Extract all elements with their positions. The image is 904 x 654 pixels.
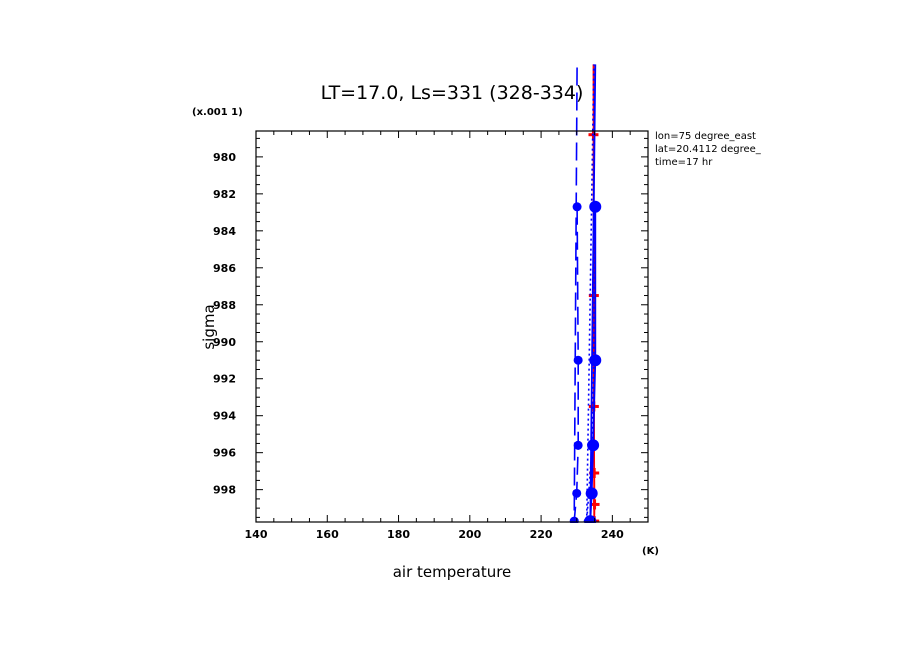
annotation-lon: lon=75 degree_east: [655, 131, 756, 142]
series-marker-3: [573, 355, 583, 365]
x-tick-label: 140: [245, 528, 268, 541]
y-tick-label: 990: [213, 336, 236, 349]
y-tick-label: 986: [213, 262, 236, 275]
x-tick-label: 220: [530, 528, 553, 541]
plot-frame: [255, 130, 649, 523]
series-marker-2: [590, 357, 597, 364]
annotation-time: time=17 hr: [655, 157, 713, 168]
y-tick-label: 994: [213, 410, 236, 423]
series-line-3: [573, 64, 580, 522]
y-tick-label: 992: [213, 373, 236, 386]
y-axis-title: sigma: [200, 304, 218, 349]
y-tick-label: 998: [213, 484, 236, 497]
annotation-lat: lat=20.4112 degree_: [655, 144, 762, 155]
x-tick-label: 240: [601, 528, 624, 541]
series-marker-3: [573, 440, 583, 450]
series-marker-2: [583, 518, 590, 523]
x-tick-label: 200: [458, 528, 481, 541]
series-layer: [569, 64, 602, 523]
y-tick-label: 984: [213, 225, 236, 238]
series-marker-2: [585, 490, 592, 497]
x-tick-label: 180: [387, 528, 410, 541]
x-unit-label: (K): [642, 546, 659, 557]
y-scale-label: (x.001 1): [192, 107, 243, 118]
chart-title: LT=17.0, Ls=331 (328-334): [321, 82, 584, 104]
series-marker-3: [569, 516, 579, 523]
y-tick-label: 980: [213, 151, 236, 164]
series-marker-2: [589, 442, 596, 449]
x-axis-title: air temperature: [393, 563, 512, 581]
series-marker-2: [590, 203, 597, 210]
y-tick-label: 988: [213, 299, 236, 312]
y-tick-label: 982: [213, 188, 236, 201]
axes-layer: 140 160 180 200 220 240 980 982 984 986 988 990 992 9…: [213, 131, 649, 541]
series-marker-3: [572, 488, 582, 498]
series-line-2: [585, 64, 595, 522]
x-tick-label: 160: [316, 528, 339, 541]
y-tick-label: 996: [213, 447, 236, 460]
series-marker-3: [572, 202, 582, 212]
